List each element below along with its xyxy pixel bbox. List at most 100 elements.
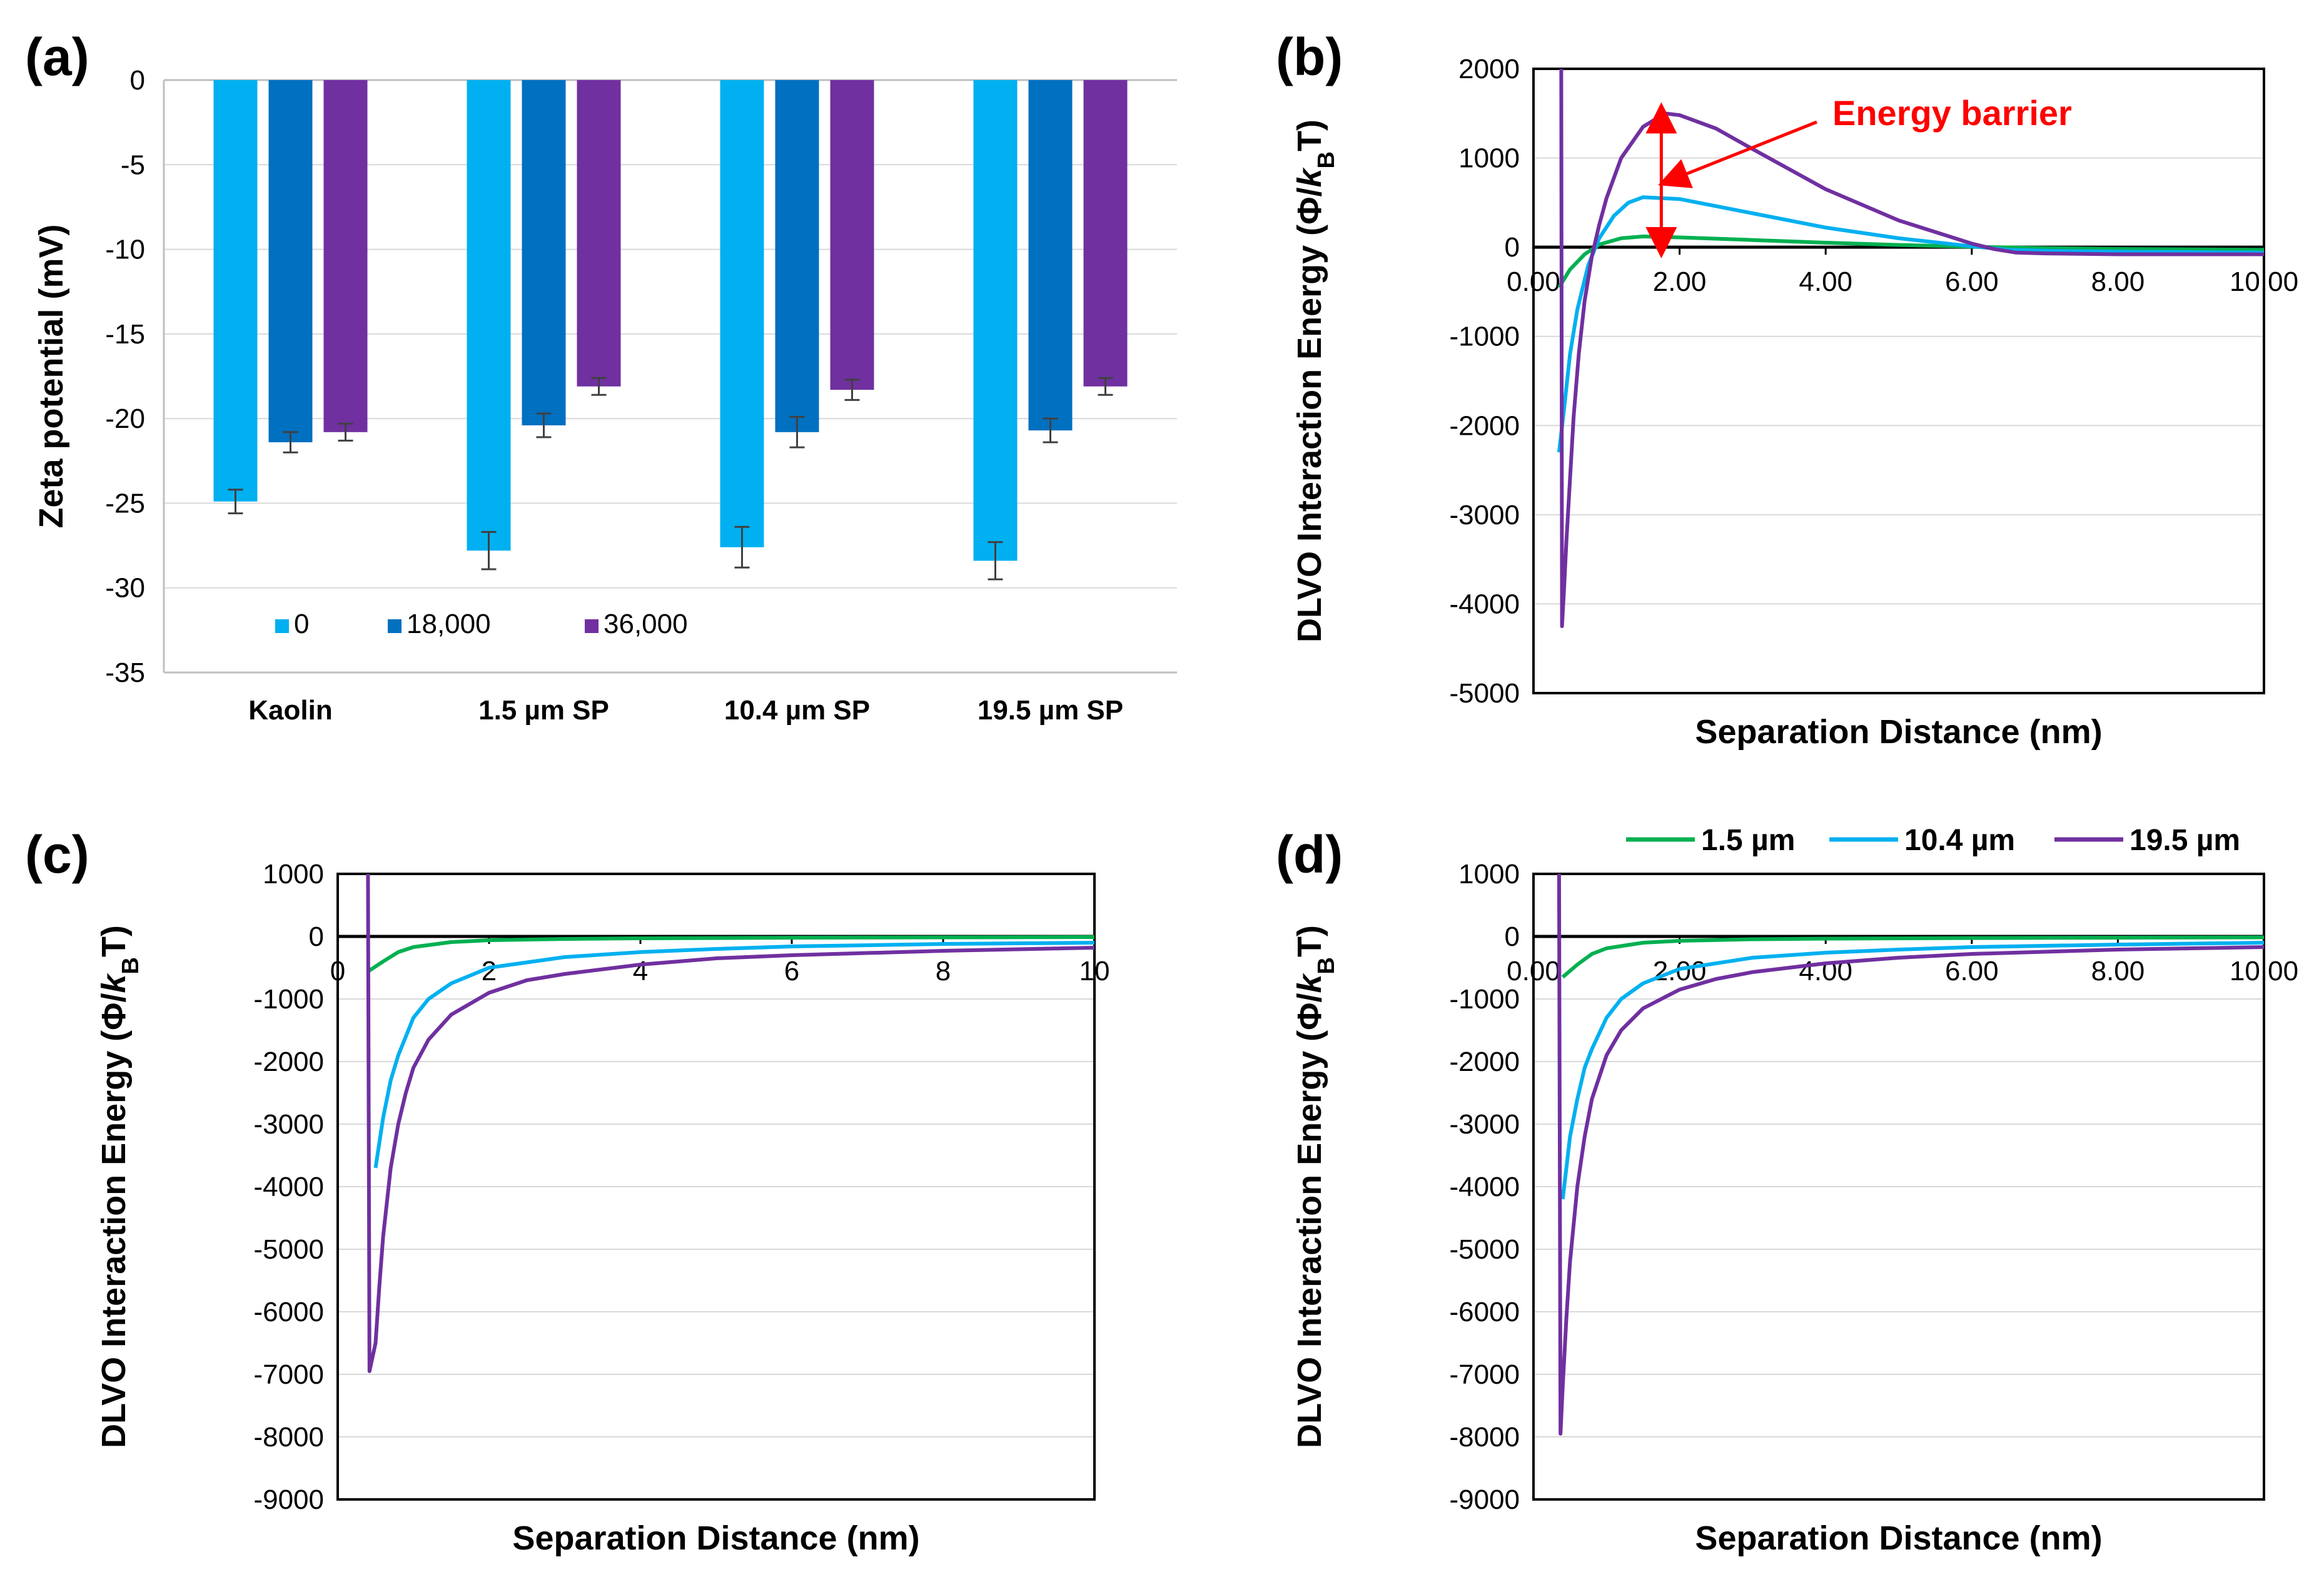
x-axis-title-b: Separation Distance (nm) bbox=[1695, 713, 2102, 751]
y-tick-label: 0 bbox=[1505, 232, 1520, 263]
y-axis-title-d: DLVO Interaction Energy (Φ/kBT) bbox=[1291, 925, 1340, 1448]
y-tick-label: -2000 bbox=[253, 1047, 324, 1077]
bar-18000-2 bbox=[775, 80, 819, 432]
series-line-10.4 bbox=[1560, 941, 2265, 1200]
y-tick-label: -9000 bbox=[1449, 1484, 1520, 1515]
bar-0-0 bbox=[213, 80, 258, 502]
y-tick-label: -2000 bbox=[1449, 1047, 1520, 1077]
y-tick-label: 1000 bbox=[1458, 143, 1520, 174]
y-tick-label: -4000 bbox=[253, 1172, 324, 1202]
y-tick-label: -20 bbox=[105, 403, 145, 434]
legend-label: 36,000 bbox=[604, 609, 688, 639]
panel-a: (a) 0 -5 -10 -15 -20 -25 -30 -35 Kaolin 1.5 µm SP 1… bbox=[25, 28, 1177, 726]
series-line-19.5 bbox=[366, 873, 1095, 1373]
y-tick-label: 0 bbox=[130, 65, 145, 96]
y-tick-label: 1000 bbox=[263, 859, 324, 890]
y-tick-label: -5000 bbox=[253, 1234, 324, 1265]
y-tick-label: -6000 bbox=[1449, 1297, 1520, 1327]
x-tick-label: 0.00 bbox=[1507, 266, 1560, 297]
x-tick-label: 10.00 bbox=[2230, 956, 2298, 986]
y-tick-label: -8000 bbox=[1449, 1422, 1520, 1453]
x-tick-label: 0.00 bbox=[1507, 956, 1560, 986]
x-axis-title-d: Separation Distance (nm) bbox=[1695, 1519, 2102, 1557]
bar-0-2 bbox=[720, 80, 764, 547]
barrier-pointer-arrow bbox=[1658, 120, 1817, 188]
y-title-k: k bbox=[1291, 167, 1328, 188]
x-tick-label: 4.00 bbox=[1799, 266, 1852, 297]
legend-swatch bbox=[275, 619, 289, 633]
legend-swatch bbox=[585, 619, 599, 633]
x-tick-label: 0 bbox=[330, 956, 345, 986]
panel-d: (d) 1000 0 -1000 -2000 -3000 -4000 -5000 -6000 -7… bbox=[1276, 825, 2298, 1557]
y-title-part: T) bbox=[1291, 925, 1328, 957]
series-line-1.5 bbox=[366, 935, 1095, 973]
x-tick-label: 8.00 bbox=[2091, 956, 2145, 986]
bar-0-3 bbox=[973, 80, 1018, 561]
y-title-k: k bbox=[1291, 973, 1328, 993]
y-tick-label: -1000 bbox=[253, 984, 324, 1015]
y-tick-label: -3000 bbox=[253, 1109, 324, 1140]
y-tick-label: -5000 bbox=[1449, 1234, 1520, 1265]
y-title-k: k bbox=[95, 973, 133, 993]
y-tick-label: -4000 bbox=[1449, 589, 1520, 619]
y-axis-title-b: DLVO Interaction Energy (Φ/kBT) bbox=[1291, 119, 1340, 642]
y-tick-label: -35 bbox=[105, 657, 145, 688]
y-tick-label: -2000 bbox=[1449, 410, 1520, 441]
energy-barrier-label: Energy barrier bbox=[1832, 93, 2072, 133]
bar-18000-3 bbox=[1028, 80, 1073, 431]
x-tick-label: 2.00 bbox=[1653, 266, 1707, 297]
category-label: 19.5 µm SP bbox=[978, 695, 1123, 726]
y-title-part: DLVO Interaction Energy (Φ/ bbox=[95, 993, 133, 1448]
x-tick-label: 4 bbox=[633, 956, 648, 986]
x-tick-label: 10 bbox=[1079, 956, 1110, 986]
y-tick-label: -5 bbox=[121, 150, 145, 180]
legend-label: 0 bbox=[294, 609, 309, 639]
bar-18000-1 bbox=[522, 80, 566, 425]
y-tick-label: -7000 bbox=[253, 1359, 324, 1390]
y-tick-label: -30 bbox=[105, 573, 145, 604]
panel-c: (c) 10000-1000-2000-3000-4000-5000-6000-7… bbox=[25, 825, 1109, 1557]
y-title-sub: B bbox=[118, 957, 144, 974]
legend-d: 1.5 µm 10.4 µm 19.5 µm bbox=[1626, 824, 2240, 857]
y-tick-label: -1000 bbox=[1449, 984, 1520, 1015]
y-title-part: T) bbox=[1291, 119, 1328, 151]
legend-label: 1.5 µm bbox=[1701, 824, 1795, 857]
panel-label-b: (b) bbox=[1276, 28, 1343, 86]
y-tick-label: 0 bbox=[309, 921, 324, 952]
y-tick-label: -7000 bbox=[1449, 1359, 1520, 1390]
series-line-19.5 bbox=[1557, 873, 2265, 1436]
bar-36000-0 bbox=[323, 80, 368, 432]
legend-label: 10.4 µm bbox=[1904, 824, 2015, 857]
x-tick-label: 8.00 bbox=[2091, 266, 2145, 297]
bar-36000-3 bbox=[1083, 80, 1128, 387]
y-tick-label: 1000 bbox=[1458, 859, 1520, 890]
panel-label-a: (a) bbox=[25, 28, 89, 86]
panel-label-d: (d) bbox=[1276, 825, 1343, 884]
y-tick-label: 0 bbox=[1505, 921, 1520, 952]
y-title-sub: B bbox=[1313, 957, 1340, 974]
x-tick-label: 2.00 bbox=[1653, 956, 1707, 986]
legend-swatch bbox=[388, 619, 402, 633]
y-tick-label: 2000 bbox=[1458, 54, 1520, 84]
category-label: Kaolin bbox=[248, 695, 332, 726]
plot-border bbox=[1532, 68, 2265, 694]
legend-label: 19.5 µm bbox=[2129, 824, 2240, 857]
category-label: 1.5 µm SP bbox=[478, 695, 609, 726]
panel-b: (b) 2000 1000 0 -1000 -2000 -3000 -4000 -5000 0.0… bbox=[1276, 28, 2298, 751]
plot-border bbox=[1532, 873, 2265, 1501]
bar-36000-1 bbox=[577, 80, 621, 387]
y-title-sub: B bbox=[1313, 151, 1340, 168]
y-tick-label: -15 bbox=[105, 319, 145, 350]
y-axis-title-a: Zeta potential (mV) bbox=[33, 224, 70, 528]
x-tick-label: 6 bbox=[784, 956, 799, 986]
bar-36000-2 bbox=[830, 80, 874, 390]
series-line-19.5 bbox=[1559, 68, 2264, 629]
x-tick-label: 10.00 bbox=[2230, 266, 2298, 297]
panel-label-c: (c) bbox=[25, 825, 89, 884]
x-tick-label: 8 bbox=[936, 956, 951, 986]
x-tick-label: 6.00 bbox=[1945, 956, 1999, 986]
legend-label: 18,000 bbox=[407, 609, 491, 639]
y-tick-label: -25 bbox=[105, 488, 145, 519]
series-line-1.5 bbox=[1557, 235, 2265, 288]
